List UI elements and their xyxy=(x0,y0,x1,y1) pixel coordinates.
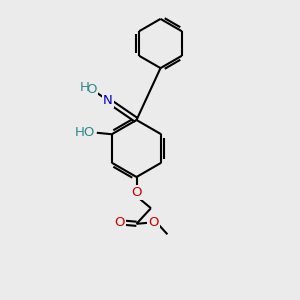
Text: H: H xyxy=(80,81,90,94)
Text: HO: HO xyxy=(75,126,95,139)
Text: O: O xyxy=(131,186,142,199)
Text: O: O xyxy=(148,216,159,229)
Text: O: O xyxy=(86,82,97,96)
Text: N: N xyxy=(103,94,113,107)
Text: O: O xyxy=(114,216,124,229)
